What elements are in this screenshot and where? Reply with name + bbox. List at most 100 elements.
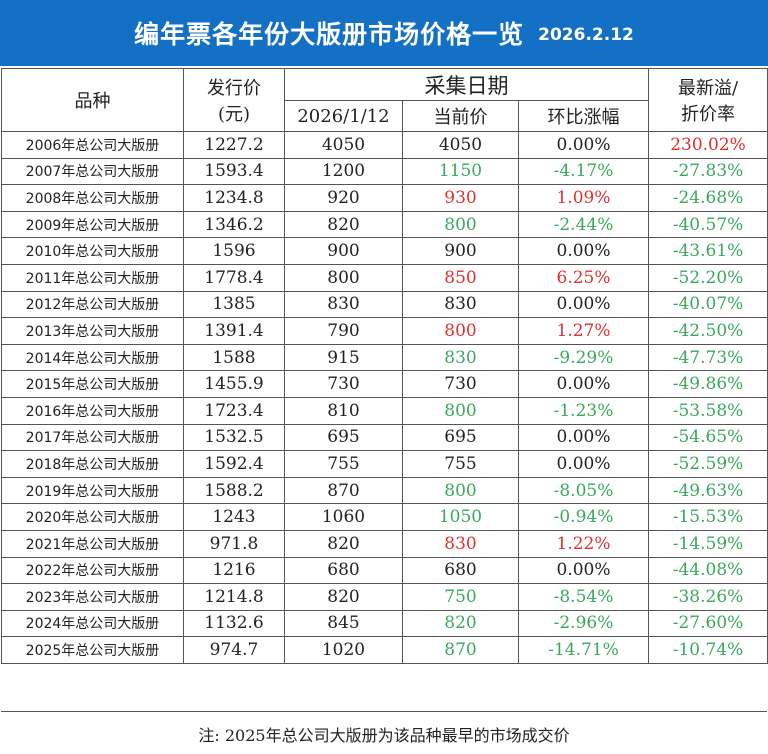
table-row: 2015年总公司大版册 1455.9 730 730 0.00% -49.86% [1,370,768,398]
table-body: 2006年总公司大版册 1227.2 4050 4050 0.00% 230.02% 200… [1,131,768,664]
page-title: 编年票各年份大版册市场价格一览 [134,20,525,49]
cell-change: -8.54% [517,583,650,611]
cell-premium: -52.59% [648,450,768,478]
table-row: 2024年总公司大版册 1132.6 845 820 -2.96% -27.60% [1,609,768,638]
cell-premium: -15.53% [648,503,768,531]
cell-variety: 2010年总公司大版册 [1,237,184,265]
cell-current-price: 830 [402,290,519,319]
cell-prev-price: 4050 [284,131,403,159]
cell-issue-price: 1132.6 [183,609,285,638]
cell-prev-price: 1200 [284,157,403,186]
table-row: 2023年总公司大版册 1214.8 820 750 -8.54% -38.26% [1,583,768,611]
cell-variety: 2016年总公司大版册 [1,396,184,425]
table-row: 2021年总公司大版册 971.8 820 830 1.22% -14.59% [1,529,768,558]
header-issue-price-line2: (元) [217,104,251,125]
cell-current-price: 930 [402,184,519,212]
cell-prev-price: 820 [284,529,403,558]
cell-issue-price: 1778.4 [183,263,285,292]
header-collect-date: 采集日期 [283,68,650,101]
cell-prev-price: 730 [284,370,403,398]
cell-current-price: 4050 [402,131,519,159]
cell-issue-price: 1227.2 [183,131,285,159]
cell-prev-price: 830 [284,290,403,319]
cell-change: 1.27% [517,317,650,345]
price-table: 品种 发行价 (元) 采集日期 最新溢/ 折价率 2026/1/12 当前价 环… [1,68,768,664]
cell-change: -8.05% [517,476,650,505]
cell-variety: 2025年总公司大版册 [1,636,184,664]
cell-premium: -52.20% [648,263,768,292]
cell-premium: -49.63% [648,476,768,505]
cell-current-price: 800 [402,317,519,345]
cell-premium: -40.07% [648,290,768,319]
cell-prev-price: 1060 [284,503,403,531]
cell-variety: 2007年总公司大版册 [1,157,184,186]
cell-change: 1.22% [517,529,650,558]
table-row: 2008年总公司大版册 1234.8 920 930 1.09% -24.68% [1,184,768,212]
cell-premium: -27.83% [648,157,768,186]
table-row: 2025年总公司大版册 974.7 1020 870 -14.71% -10.74% [1,636,768,664]
cell-premium: -10.74% [648,636,768,664]
cell-issue-price: 1346.2 [183,210,285,239]
cell-issue-price: 1588.2 [183,476,285,505]
cell-variety: 2012年总公司大版册 [1,290,184,319]
cell-prev-price: 820 [284,583,403,611]
cell-issue-price: 974.7 [183,636,285,664]
cell-current-price: 870 [402,636,519,664]
cell-change: -1.23% [517,396,650,425]
cell-change: 0.00% [517,450,650,478]
cell-prev-price: 810 [284,396,403,425]
cell-prev-price: 680 [284,556,403,585]
cell-issue-price: 1593.4 [183,157,285,186]
cell-prev-price: 820 [284,210,403,239]
cell-variety: 2011年总公司大版册 [1,263,184,292]
table-row: 2020年总公司大版册 1243 1060 1050 -0.94% -15.53% [1,503,768,531]
cell-variety: 2014年总公司大版册 [1,343,184,372]
cell-prev-price: 695 [284,423,403,452]
cell-current-price: 750 [402,583,519,611]
cell-prev-price: 900 [284,237,403,265]
cell-change: -4.17% [517,157,650,186]
cell-premium: -54.65% [648,423,768,452]
cell-current-price: 1150 [402,157,519,186]
table-row: 2011年总公司大版册 1778.4 800 850 6.25% -52.20% [1,263,768,292]
cell-change: -2.44% [517,210,650,239]
footer-note: 注: 2025年总公司大版册为该品种最早的市场成交价 [198,726,570,745]
cell-current-price: 1050 [402,503,519,531]
cell-current-price: 680 [402,556,519,585]
cell-change: 0.00% [517,556,650,585]
table-row: 2009年总公司大版册 1346.2 820 800 -2.44% -40.57% [1,210,768,239]
cell-variety: 2017年总公司大版册 [1,423,184,452]
cell-issue-price: 1243 [183,503,285,531]
table-row: 2018年总公司大版册 1592.4 755 755 0.00% -52.59% [1,450,768,478]
cell-change: -9.29% [517,343,650,372]
cell-current-price: 830 [402,343,519,372]
cell-prev-price: 1020 [284,636,403,664]
cell-variety: 2021年总公司大版册 [1,529,184,558]
cell-issue-price: 1234.8 [183,184,285,212]
cell-premium: -43.61% [648,237,768,265]
table-row: 2016年总公司大版册 1723.4 810 800 -1.23% -53.58% [1,396,768,425]
table-row: 2007年总公司大版册 1593.4 1200 1150 -4.17% -27.83% [1,157,768,186]
cell-premium: -27.60% [648,609,768,638]
cell-prev-price: 845 [284,609,403,638]
cell-prev-price: 755 [284,450,403,478]
cell-issue-price: 1596 [183,237,285,265]
cell-prev-price: 870 [284,476,403,505]
title-date: 2026.2.12 [538,25,634,45]
cell-issue-price: 1385 [183,290,285,319]
cell-change: -14.71% [517,636,650,664]
cell-premium: -53.58% [648,396,768,425]
table-row: 2010年总公司大版册 1596 900 900 0.00% -43.61% [1,237,768,265]
cell-issue-price: 1592.4 [183,450,285,478]
cell-change: 0.00% [517,131,650,159]
cell-current-price: 800 [402,210,519,239]
cell-variety: 2015年总公司大版册 [1,370,184,398]
cell-premium: -24.68% [648,184,768,212]
cell-change: -2.96% [517,609,650,638]
header-prev-date: 2026/1/12 [284,100,403,132]
cell-variety: 2020年总公司大版册 [1,503,184,531]
title-bar: 编年票各年份大版册市场价格一览 2026.2.12 [0,0,768,66]
cell-premium: -49.86% [648,370,768,398]
cell-premium: 230.02% [648,131,768,159]
cell-current-price: 755 [402,450,519,478]
